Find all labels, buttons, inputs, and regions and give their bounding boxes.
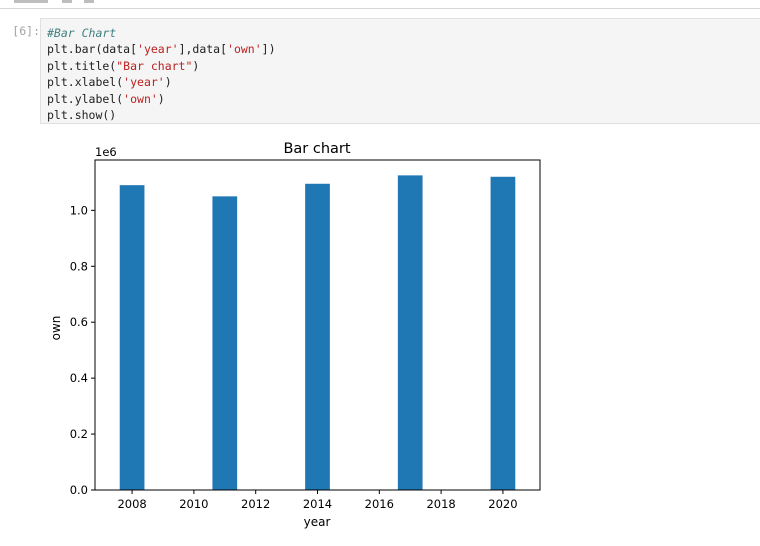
code-token: ) bbox=[192, 58, 200, 73]
notebook-top-edge bbox=[0, 0, 760, 9]
y-tick-label: 0.2 bbox=[70, 427, 88, 441]
bar bbox=[490, 176, 516, 490]
code-line: plt.title("Bar chart") bbox=[47, 58, 760, 74]
code-token: plt.title( bbox=[47, 58, 117, 73]
bar bbox=[119, 185, 145, 490]
bar bbox=[305, 183, 330, 490]
code-token: plt.ylabel( bbox=[47, 91, 124, 106]
code-token: #Bar Chart bbox=[47, 26, 117, 40]
x-tick-label: 2008 bbox=[117, 497, 146, 511]
code-line: plt.xlabel('year') bbox=[47, 74, 760, 90]
x-tick-label: 2020 bbox=[488, 497, 517, 511]
y-tick-label: 0.4 bbox=[70, 371, 88, 385]
code-token: plt.show() bbox=[47, 108, 117, 123]
code-line: plt.show() bbox=[47, 107, 760, 123]
x-tick-label: 2010 bbox=[179, 497, 208, 511]
code-token: plt.bar(data[ bbox=[47, 42, 138, 57]
x-tick-label: 2012 bbox=[241, 497, 270, 511]
x-tick-label: 2016 bbox=[365, 497, 394, 511]
code-token: 'own' bbox=[123, 91, 158, 106]
code-token: ) bbox=[157, 91, 165, 106]
y-tick-label: 0.8 bbox=[70, 259, 88, 273]
x-tick-label: 2018 bbox=[426, 497, 455, 511]
code-token: 'own' bbox=[227, 42, 262, 57]
chart-title: Bar chart bbox=[283, 141, 350, 157]
bar bbox=[212, 196, 238, 490]
code-token: 'year' bbox=[123, 75, 165, 90]
y-axis-label: own bbox=[49, 316, 63, 341]
code-token: ]) bbox=[261, 42, 276, 57]
code-line: plt.bar(data['year'],data['own']) bbox=[47, 41, 760, 57]
y-tick-label: 1.0 bbox=[70, 203, 88, 217]
code-token: plt.xlabel( bbox=[47, 75, 124, 90]
y-tick-label: 0.0 bbox=[70, 483, 88, 497]
toolbar-remnant bbox=[84, 0, 94, 3]
code-token: ],data[ bbox=[178, 42, 228, 57]
toolbar-remnant bbox=[62, 0, 72, 3]
toolbar-remnant bbox=[14, 0, 48, 3]
code-token: "Bar chart" bbox=[116, 58, 193, 73]
x-tick-label: 2014 bbox=[303, 497, 332, 511]
code-editor[interactable]: #Bar Chart plt.bar(data['year'],data['own… bbox=[40, 18, 760, 124]
bar-chart: Bar chart 1e6 2008 2010 2012 2014 2016 2018 20… bbox=[49, 141, 541, 529]
x-axis-label: year bbox=[304, 515, 331, 529]
code-token: 'year' bbox=[137, 42, 179, 57]
code-line: #Bar Chart bbox=[47, 25, 760, 41]
y-offset-label: 1e6 bbox=[95, 145, 117, 159]
bar bbox=[397, 175, 423, 490]
cell-output: Bar chart 1e6 2008 2010 2012 2014 2016 2018 20… bbox=[0, 128, 760, 542]
code-token: ) bbox=[164, 75, 172, 90]
code-line: plt.ylabel('own') bbox=[47, 91, 760, 107]
y-tick-label: 0.6 bbox=[70, 315, 88, 329]
cell-prompt: [6]: bbox=[12, 24, 40, 38]
